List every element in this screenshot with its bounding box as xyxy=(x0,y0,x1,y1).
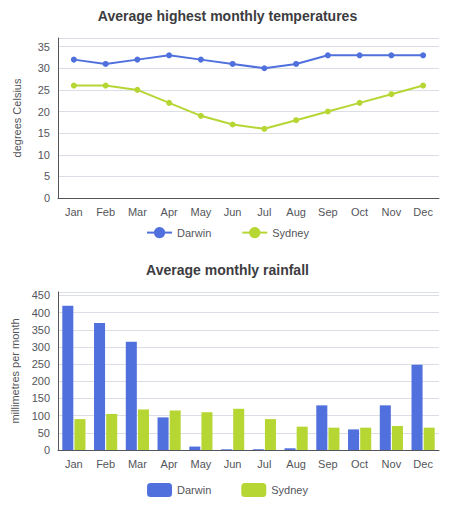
svg-text:Jan: Jan xyxy=(65,458,83,470)
svg-text:350: 350 xyxy=(32,324,50,336)
svg-text:0: 0 xyxy=(44,444,50,456)
svg-text:Jan: Jan xyxy=(65,206,83,218)
svg-text:300: 300 xyxy=(32,341,50,353)
svg-text:Sep: Sep xyxy=(318,458,338,470)
svg-text:30: 30 xyxy=(38,62,50,74)
svg-text:Feb: Feb xyxy=(96,458,115,470)
svg-text:Darwin: Darwin xyxy=(177,484,211,496)
svg-text:Nov: Nov xyxy=(382,458,402,470)
svg-text:Average highest monthly temper: Average highest monthly temperatures xyxy=(98,8,358,24)
svg-text:Jul: Jul xyxy=(257,206,271,218)
svg-text:Nov: Nov xyxy=(382,206,402,218)
svg-text:Sydney: Sydney xyxy=(272,227,309,239)
svg-text:25: 25 xyxy=(38,84,50,96)
svg-text:0: 0 xyxy=(44,192,50,204)
svg-text:Jun: Jun xyxy=(224,206,242,218)
svg-text:Sep: Sep xyxy=(318,206,338,218)
svg-text:20: 20 xyxy=(38,106,50,118)
svg-text:5: 5 xyxy=(44,170,50,182)
svg-text:100: 100 xyxy=(32,410,50,422)
svg-text:250: 250 xyxy=(32,358,50,370)
svg-text:Aug: Aug xyxy=(286,206,306,218)
svg-text:200: 200 xyxy=(32,375,50,387)
svg-text:May: May xyxy=(190,458,211,470)
svg-text:Oct: Oct xyxy=(351,206,368,218)
svg-text:Dec: Dec xyxy=(413,458,433,470)
svg-text:150: 150 xyxy=(32,392,50,404)
svg-text:Aug: Aug xyxy=(286,458,306,470)
svg-text:Darwin: Darwin xyxy=(177,227,211,239)
svg-text:400: 400 xyxy=(32,307,50,319)
svg-text:Apr: Apr xyxy=(161,458,178,470)
svg-text:Sydney: Sydney xyxy=(271,484,308,496)
svg-text:35: 35 xyxy=(38,41,50,53)
svg-text:Oct: Oct xyxy=(351,458,368,470)
svg-text:15: 15 xyxy=(38,127,50,139)
svg-text:50: 50 xyxy=(38,427,50,439)
svg-text:10: 10 xyxy=(38,149,50,161)
svg-text:Jul: Jul xyxy=(257,458,271,470)
svg-text:Mar: Mar xyxy=(128,206,147,218)
svg-text:millimetres per month: millimetres per month xyxy=(9,318,21,423)
svg-text:Feb: Feb xyxy=(96,206,115,218)
svg-text:May: May xyxy=(190,206,211,218)
svg-text:Mar: Mar xyxy=(128,458,147,470)
svg-text:Dec: Dec xyxy=(413,206,433,218)
svg-text:Apr: Apr xyxy=(161,206,178,218)
svg-text:Jun: Jun xyxy=(224,458,242,470)
svg-text:degrees Celsius: degrees Celsius xyxy=(11,78,23,157)
svg-text:450: 450 xyxy=(32,289,50,301)
svg-text:Average monthly rainfall: Average monthly rainfall xyxy=(146,262,309,278)
